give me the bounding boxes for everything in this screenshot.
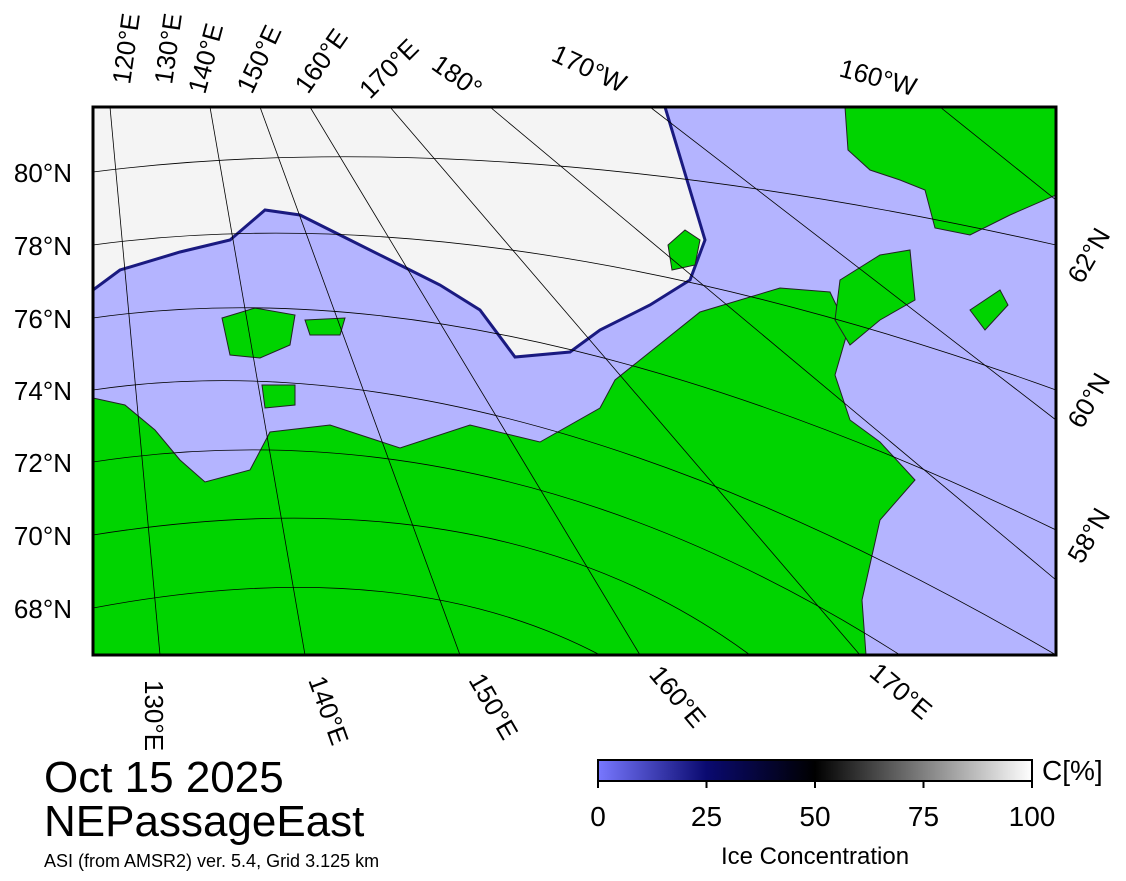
lon-label: 160°E [288,23,353,98]
meridian [649,107,1056,421]
lat-label: 70°N [14,521,72,551]
lat-label: 72°N [14,448,72,478]
map-area [93,107,1056,655]
lon-label: 140°E [302,672,355,749]
lon-label: 180° [427,48,488,103]
left-labels: 80°N 78°N 76°N 74°N 72°N 70°N 68°N [14,158,72,624]
meridian [259,107,461,655]
lon-label: 130°E [139,680,169,751]
colorbar-unit: C[%] [1042,755,1103,786]
source-note: ASI (from AMSR2) ver. 5.4, Grid 3.125 km [44,851,379,871]
parallel [93,449,901,655]
lon-label: 170°E [353,33,425,105]
parallel [93,586,601,655]
lat-label: 58°N [1061,503,1116,568]
sea-ice [93,107,707,359]
colorbar: C[%] Ice Concentration 0 25 50 75 100 [590,755,1102,870]
colorbar-label: Ice Concentration [721,843,909,870]
lon-label: 170°W [547,38,631,98]
land-siberia [93,287,916,655]
map-frame [91,105,1058,657]
lat-label: 62°N [1061,223,1116,288]
meridian [939,107,1056,201]
colorbar-tick-label: 50 [799,801,830,832]
island-new-siberian-2 [304,317,346,336]
lon-label: 160°E [643,660,712,734]
lat-label: 78°N [14,231,72,261]
colorbar-tick-label: 75 [908,801,939,832]
lon-label: 150°E [230,20,287,97]
island-st-lawrence [969,289,1009,331]
colorbar-tick-label: 100 [1009,801,1056,832]
region-title: NEPassageEast [44,797,364,846]
meridian [109,107,161,655]
meridian [489,107,1056,581]
lat-label: 68°N [14,594,72,624]
meridian [309,107,641,655]
lon-label: 140°E [182,20,229,96]
colorbar-ramp [597,759,1033,782]
parallel [93,380,1056,655]
land-chukotka-east [834,249,916,346]
lon-label: 170°E [864,657,938,726]
meridian [389,107,861,655]
island-wrangel [667,229,701,271]
lon-label: 160°W [836,53,920,102]
lat-label: 74°N [14,376,72,406]
date-title: Oct 15 2025 [44,753,284,802]
bottom-labels: 130°E 140°E 150°E 160°E 170°E [139,657,938,752]
colorbar-tick-label: 0 [590,801,606,832]
top-labels: 120°E 130°E 140°E 150°E 160°E 170°E 180°… [106,11,920,104]
graticule [93,107,1056,655]
land-alaska [844,107,1056,236]
lat-label: 80°N [14,158,72,188]
colorbar-tick-label: 25 [691,801,722,832]
lat-label: 60°N [1061,368,1116,433]
lat-label: 76°N [14,304,72,334]
lon-label: 120°E [106,11,146,86]
meridian [209,107,306,655]
parallel [93,307,1056,531]
right-labels: 62°N 60°N 58°N [1061,223,1116,568]
parallel [93,517,751,655]
island-lyakhovsky [261,384,296,409]
parallel [93,232,1056,391]
lon-label: 150°E [463,668,525,745]
lon-label: 130°E [148,11,188,86]
parallel [93,156,1056,246]
